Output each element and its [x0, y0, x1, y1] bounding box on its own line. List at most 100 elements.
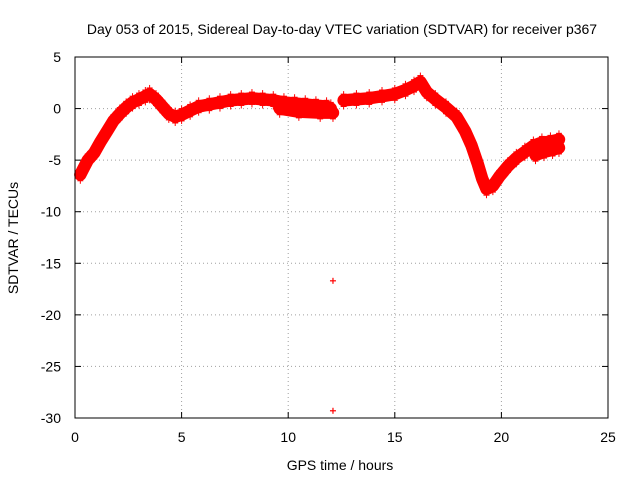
- plus-marker: [178, 117, 185, 124]
- plus-marker: [248, 101, 255, 108]
- plus-marker: [172, 107, 179, 114]
- plus-marker: [165, 116, 172, 123]
- plus-marker: [555, 138, 562, 145]
- plus-marker: [391, 84, 398, 91]
- plus-marker: [549, 153, 556, 160]
- plus-marker: [410, 76, 417, 83]
- plus-marker: [206, 95, 213, 102]
- plus-marker: [84, 150, 91, 157]
- plus-marker: [280, 93, 287, 100]
- plus-marker: [496, 179, 503, 186]
- plus-marker: [532, 158, 539, 165]
- plus-marker: [276, 99, 283, 106]
- plus-marker: [474, 167, 481, 174]
- plus-marker: [353, 102, 360, 109]
- x-tick-label: 5: [178, 429, 186, 445]
- grid: [75, 57, 608, 418]
- plus-marker: [103, 134, 110, 141]
- plus-marker: [541, 142, 548, 149]
- plus-marker: [172, 120, 179, 127]
- plus-marker: [159, 97, 166, 104]
- plus-marker: [91, 143, 98, 150]
- plus-marker: [366, 89, 373, 96]
- plus-marker: [103, 122, 110, 129]
- plus-marker: [80, 171, 87, 178]
- plus-marker: [432, 102, 439, 109]
- y-axis-label: SDTVAR / TECUs: [5, 182, 21, 294]
- plus-marker: [302, 95, 309, 102]
- plus-marker: [391, 97, 398, 104]
- plus-marker: [340, 103, 347, 110]
- plus-marker: [453, 120, 460, 127]
- plus-marker: [248, 89, 255, 96]
- series-band-segment: [273, 102, 340, 119]
- plus-marker: [489, 189, 496, 196]
- x-axis-label: GPS time / hours: [287, 457, 394, 473]
- plus-marker: [110, 111, 117, 118]
- plus-marker: [295, 102, 302, 109]
- plus-marker: [521, 142, 528, 149]
- x-tick-label: 10: [280, 429, 296, 445]
- x-tick-label: 15: [387, 429, 403, 445]
- plus-marker: [195, 97, 202, 104]
- x-tick-label: 20: [494, 429, 510, 445]
- plus-marker: [123, 98, 130, 105]
- plus-marker: [462, 134, 469, 141]
- plus-marker: [479, 169, 486, 176]
- plus-marker: [417, 84, 424, 91]
- plus-marker: [77, 177, 84, 184]
- plus-marker: [366, 101, 373, 108]
- plus-marker: [468, 136, 475, 143]
- x-tick-label: 0: [71, 429, 79, 445]
- plus-marker: [538, 133, 545, 140]
- plus-marker: [530, 136, 537, 143]
- plus-marker: [123, 110, 130, 117]
- plus-marker: [153, 90, 160, 97]
- plus-marker: [238, 102, 245, 109]
- plus-marker: [555, 150, 562, 157]
- plus-marker: [91, 156, 98, 163]
- plus-marker: [453, 107, 460, 114]
- y-tick-label: -15: [41, 255, 61, 271]
- plus-marker: [312, 96, 319, 103]
- plus-marker: [206, 107, 213, 114]
- plus-marker: [555, 130, 562, 137]
- plus-marker: [432, 90, 439, 97]
- plus-marker: [135, 102, 142, 109]
- plus-marker: [97, 144, 104, 151]
- y-tick-label: -10: [41, 204, 61, 220]
- plus-marker: [97, 132, 104, 139]
- plus-marker: [462, 122, 469, 129]
- plus-marker: [227, 103, 234, 110]
- plus-marker: [504, 157, 511, 164]
- plus-marker: [270, 91, 277, 98]
- plus-marker: [129, 93, 136, 100]
- plus-marker: [323, 97, 330, 104]
- plus-marker: [227, 91, 234, 98]
- plus-marker: [159, 109, 166, 116]
- plus-marker: [532, 145, 539, 152]
- plus-marker: [483, 192, 490, 199]
- plus-marker: [327, 99, 334, 106]
- plus-marker: [353, 90, 360, 97]
- plus-marker: [549, 140, 556, 147]
- series-band-segment: [529, 141, 566, 162]
- plus-marker: [513, 161, 520, 168]
- plus-marker: [423, 82, 430, 89]
- plus-marker: [276, 111, 283, 118]
- plus-marker: [80, 159, 87, 166]
- plus-marker: [291, 94, 298, 101]
- plus-marker: [187, 101, 194, 108]
- plus-marker: [442, 110, 449, 117]
- plus-marker: [329, 103, 336, 110]
- plus-marker: [340, 91, 347, 98]
- plus-marker: [135, 90, 142, 97]
- plus-marker: [504, 169, 511, 176]
- plus-marker: [216, 105, 223, 112]
- plus-marker: [317, 115, 324, 122]
- plus-marker: [142, 99, 149, 106]
- plus-marker: [547, 132, 554, 139]
- plus-marker: [216, 93, 223, 100]
- plus-marker: [77, 165, 84, 172]
